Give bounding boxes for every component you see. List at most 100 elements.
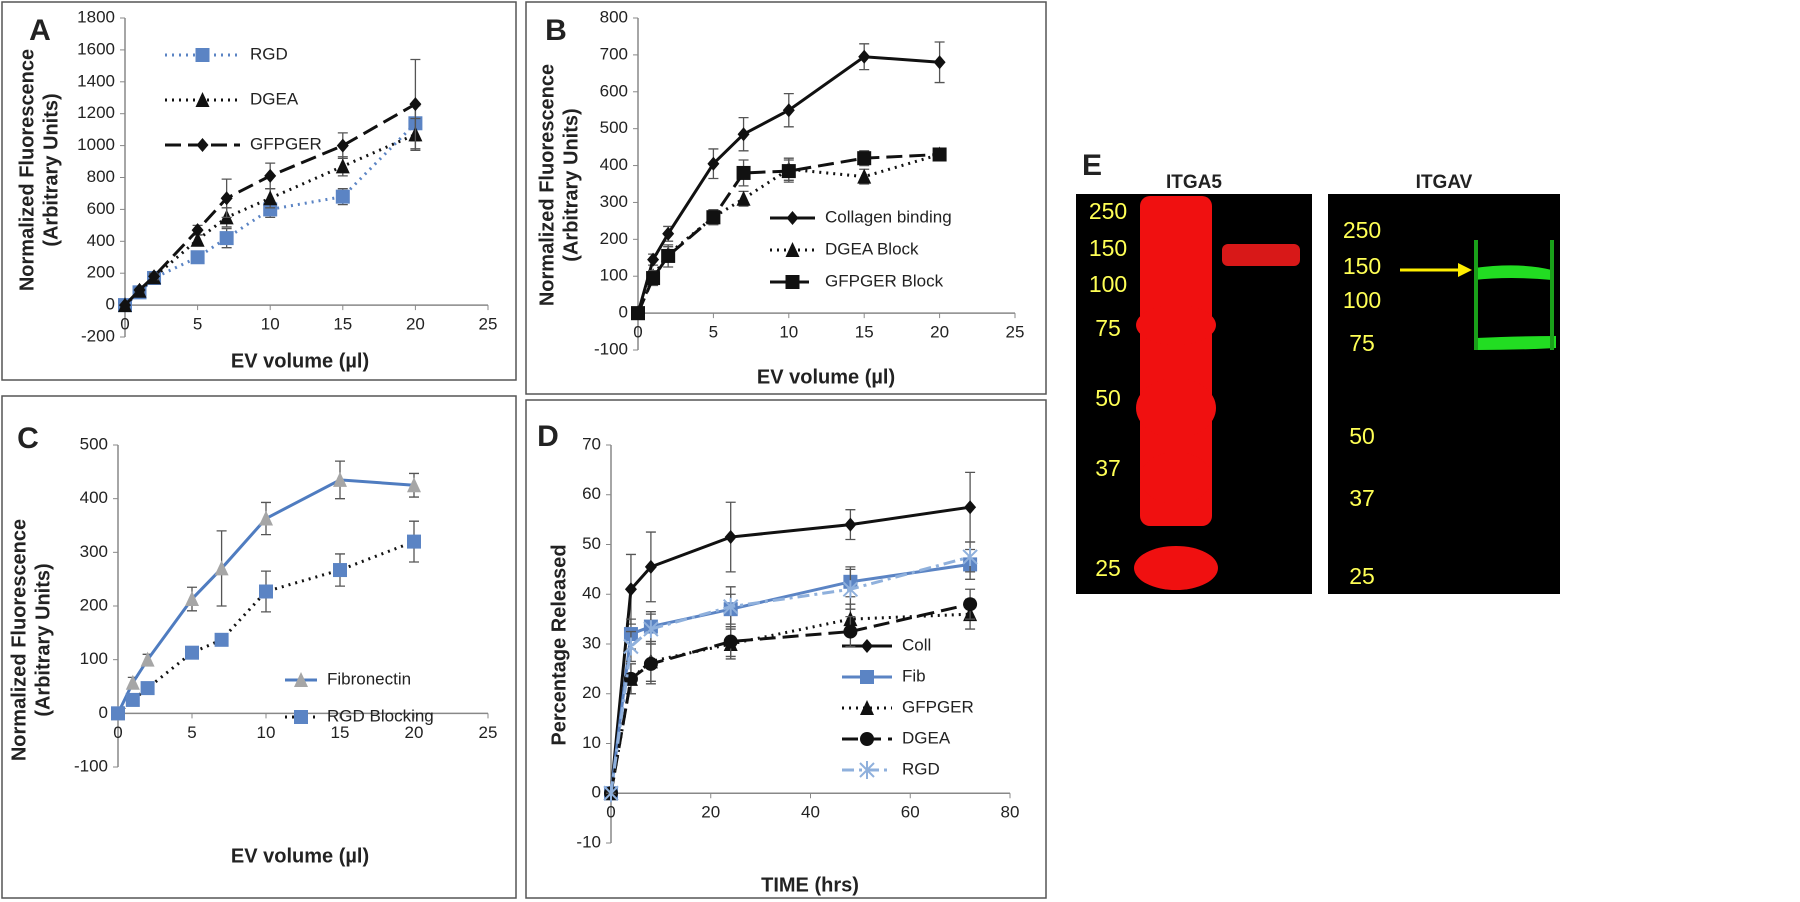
marker <box>624 582 637 597</box>
marker <box>781 164 796 179</box>
x-tick-label: 25 <box>479 723 498 742</box>
y-tick-label: 1600 <box>77 39 115 58</box>
marker <box>631 306 645 321</box>
marker <box>844 517 857 532</box>
legend-label: Fibronectin <box>327 669 411 688</box>
x-tick-label: 5 <box>709 323 718 342</box>
legend-marker <box>786 211 799 225</box>
legend-label: Collagen binding <box>825 207 952 226</box>
marker <box>407 477 421 493</box>
marker <box>125 692 140 707</box>
marker <box>191 223 204 238</box>
marker <box>264 168 277 183</box>
blot-title: ITGAV <box>1416 172 1473 193</box>
y-tick-label: 40 <box>582 584 601 603</box>
marker-label: 37 <box>1095 455 1121 481</box>
blot-panel: E ITGA5 ITGAV <box>1076 149 1560 594</box>
legend-label: Fib <box>902 666 926 685</box>
panel-letter: B <box>545 14 567 47</box>
y-tick-label: 20 <box>582 683 601 702</box>
marker <box>857 168 872 184</box>
x-tick-label: 0 <box>113 723 122 742</box>
marker-label: 25 <box>1349 563 1375 589</box>
marker-label: 100 <box>1343 287 1381 313</box>
marker <box>723 634 738 649</box>
y-tick-label: 0 <box>99 703 108 722</box>
series-line <box>116 478 415 714</box>
legend-label: Coll <box>902 635 931 654</box>
band <box>1474 265 1552 280</box>
marker <box>724 530 737 545</box>
y-tick-label: 0 <box>106 295 115 314</box>
x-tick-label: 25 <box>479 315 498 334</box>
x-tick-label: 10 <box>261 315 280 334</box>
legend-marker <box>785 242 800 257</box>
y-tick-label: 500 <box>600 118 628 137</box>
y-tick-label: 200 <box>87 263 115 282</box>
x-axis-label: EV volume (µl) <box>757 366 895 388</box>
legend-label: GFPGER Block <box>825 271 944 290</box>
panel-frame <box>525 1 1047 395</box>
y-tick-label: 60 <box>582 484 601 503</box>
arrow <box>1458 263 1472 277</box>
marker <box>722 597 739 616</box>
marker <box>219 231 234 246</box>
marker <box>259 510 273 526</box>
marker <box>263 190 278 206</box>
marker-label: 150 <box>1089 235 1127 261</box>
y-tick-label: 200 <box>600 229 628 248</box>
marker <box>661 248 676 263</box>
y-tick-label: 100 <box>80 649 108 668</box>
marker-label: 150 <box>1343 253 1381 279</box>
marker <box>647 252 660 267</box>
marker <box>706 210 721 225</box>
y-axis-label: (Arbitrary Units) <box>560 108 582 261</box>
y-tick-label: 30 <box>582 633 601 652</box>
marker <box>259 584 273 599</box>
legend-label: DGEA <box>902 728 951 747</box>
y-tick-label: 1400 <box>77 71 115 90</box>
x-tick-label: 20 <box>405 723 424 742</box>
marker <box>842 580 859 599</box>
y-tick-label: 0 <box>592 783 601 802</box>
y-tick-label: 0 <box>619 303 628 322</box>
legend-label: RGD <box>250 44 288 63</box>
y-tick-label: 600 <box>87 199 115 218</box>
marker <box>336 138 349 153</box>
y-tick-label: 600 <box>600 81 628 100</box>
marker <box>707 156 720 171</box>
series-line <box>609 602 971 794</box>
marker-label: 100 <box>1089 271 1127 297</box>
y-tick-label: 100 <box>600 266 628 285</box>
marker <box>185 591 199 607</box>
marker <box>333 563 347 578</box>
marker <box>857 151 872 166</box>
marker <box>133 282 146 297</box>
legend-label: GFPGER <box>250 134 322 153</box>
x-tick-label: 60 <box>901 803 920 822</box>
marker <box>263 202 278 217</box>
y-tick-label: -200 <box>81 326 115 345</box>
y-tick-label: 200 <box>80 595 108 614</box>
y-tick-label: 800 <box>600 7 628 26</box>
marker-label: 50 <box>1095 385 1121 411</box>
y-axis-label: Normalized Fluorescence <box>16 49 38 291</box>
marker <box>119 298 131 313</box>
y-axis-label: (Arbitrary Units) <box>32 563 54 716</box>
legend-label: DGEA <box>250 89 299 108</box>
y-tick-label: -100 <box>594 339 628 358</box>
y-tick-label: 500 <box>80 434 108 453</box>
band <box>1474 240 1478 350</box>
marker <box>111 706 125 721</box>
marker <box>644 559 657 574</box>
marker <box>333 471 347 487</box>
marker <box>643 620 659 639</box>
marker <box>858 49 871 64</box>
marker <box>190 250 205 265</box>
marker-label: 75 <box>1349 330 1375 356</box>
legend-marker <box>294 710 308 724</box>
marker-label: 250 <box>1089 198 1127 224</box>
x-tick-label: 15 <box>333 315 352 334</box>
marker <box>140 651 155 667</box>
